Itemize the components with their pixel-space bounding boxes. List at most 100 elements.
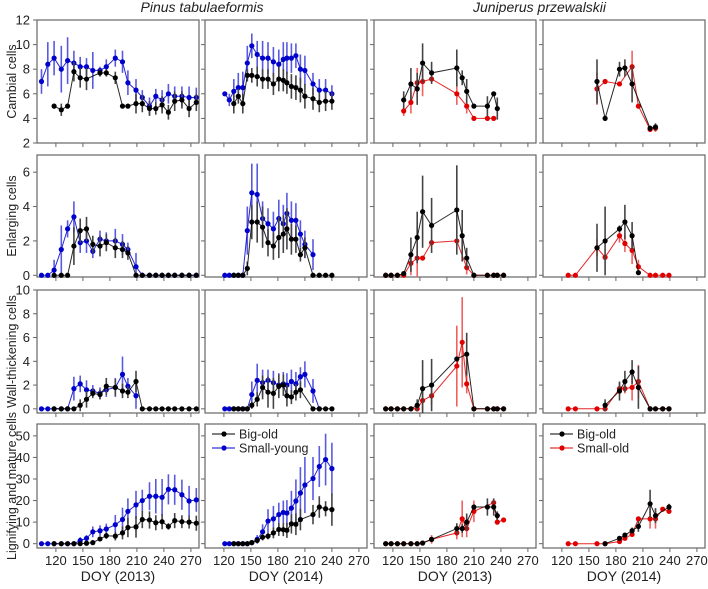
x-tick-label: 270	[348, 553, 370, 568]
data-point	[288, 394, 294, 400]
data-point	[51, 55, 57, 61]
data-point	[165, 272, 171, 278]
data-point	[58, 406, 64, 412]
data-point	[484, 406, 490, 412]
series-small-young	[222, 163, 316, 278]
data-point	[484, 272, 490, 278]
data-point	[616, 226, 623, 232]
data-point	[647, 501, 653, 507]
data-point	[491, 406, 497, 412]
panel-r3-c3	[370, 289, 537, 417]
data-point	[660, 406, 666, 412]
data-point	[383, 406, 389, 412]
data-point	[240, 406, 246, 412]
data-point	[297, 252, 303, 258]
data-point	[235, 406, 241, 412]
data-point	[112, 75, 118, 81]
x-tick-label: 150	[409, 553, 431, 568]
data-point	[133, 264, 139, 270]
data-point	[288, 505, 294, 511]
data-point	[165, 91, 171, 97]
data-point	[153, 272, 159, 278]
data-point	[77, 75, 83, 81]
data-point	[260, 534, 266, 540]
data-point	[45, 61, 51, 67]
data-point	[186, 498, 192, 504]
data-point	[186, 94, 192, 101]
x-tick-label: 210	[463, 553, 485, 568]
data-point	[71, 243, 77, 249]
data-point	[240, 101, 246, 107]
data-point	[408, 406, 414, 412]
data-point	[231, 101, 237, 107]
data-point	[244, 541, 250, 547]
data-point	[77, 381, 83, 387]
data-point	[146, 493, 153, 499]
data-point	[265, 518, 271, 524]
panel-frame	[373, 154, 537, 278]
data-point	[226, 541, 232, 547]
data-point	[125, 103, 131, 109]
data-point	[302, 93, 308, 99]
data-point	[572, 272, 579, 278]
panel-frame	[204, 289, 368, 414]
data-point	[38, 406, 45, 412]
data-point	[38, 272, 45, 278]
data-point	[133, 393, 139, 399]
panel-r2-c3	[370, 154, 537, 281]
data-point	[323, 506, 329, 512]
data-point	[622, 219, 628, 225]
data-point	[270, 226, 276, 232]
data-point	[310, 272, 316, 278]
data-point	[288, 217, 294, 223]
data-point	[459, 525, 465, 532]
panel-r4-c4	[539, 423, 706, 552]
data-point	[284, 527, 290, 533]
data-point	[133, 272, 139, 278]
data-point	[660, 272, 666, 278]
data-point	[77, 541, 83, 547]
data-point	[629, 247, 635, 253]
panel-frame	[542, 423, 706, 549]
data-point	[288, 55, 294, 61]
x-tick-label: 180	[436, 553, 458, 568]
data-point	[65, 272, 71, 278]
data-point	[159, 519, 165, 525]
data-point	[165, 406, 171, 412]
data-point	[420, 209, 426, 215]
data-point	[260, 76, 266, 82]
series-line	[385, 209, 504, 276]
data-point	[280, 382, 286, 388]
data-point	[172, 98, 178, 104]
data-point	[71, 386, 77, 392]
data-point	[459, 233, 465, 239]
series-big-old	[383, 332, 507, 413]
data-point	[254, 537, 260, 544]
data-point	[240, 272, 246, 278]
data-point	[260, 55, 266, 61]
data-point	[83, 387, 90, 393]
data-point	[153, 406, 159, 412]
data-point	[146, 272, 153, 278]
data-point	[652, 124, 659, 130]
x-tick-label: 210	[126, 553, 148, 568]
y-tick-label: 8	[23, 62, 30, 77]
data-point	[666, 508, 672, 514]
x-axis-label: DOY (2014)	[249, 568, 323, 584]
data-point	[293, 217, 299, 223]
data-point	[276, 234, 282, 241]
data-point	[652, 406, 659, 412]
data-point	[288, 83, 294, 90]
series-big-old	[51, 510, 199, 547]
y-tick-label: 4	[23, 354, 30, 369]
panel-r1-c4	[539, 19, 706, 147]
data-point	[244, 265, 250, 272]
data-point	[629, 528, 635, 534]
data-point	[112, 55, 118, 61]
data-point	[254, 219, 260, 225]
data-point	[401, 97, 407, 103]
data-point	[616, 66, 623, 72]
data-point	[235, 272, 241, 278]
data-point	[284, 510, 290, 516]
y-tick-label: 30	[16, 471, 30, 486]
